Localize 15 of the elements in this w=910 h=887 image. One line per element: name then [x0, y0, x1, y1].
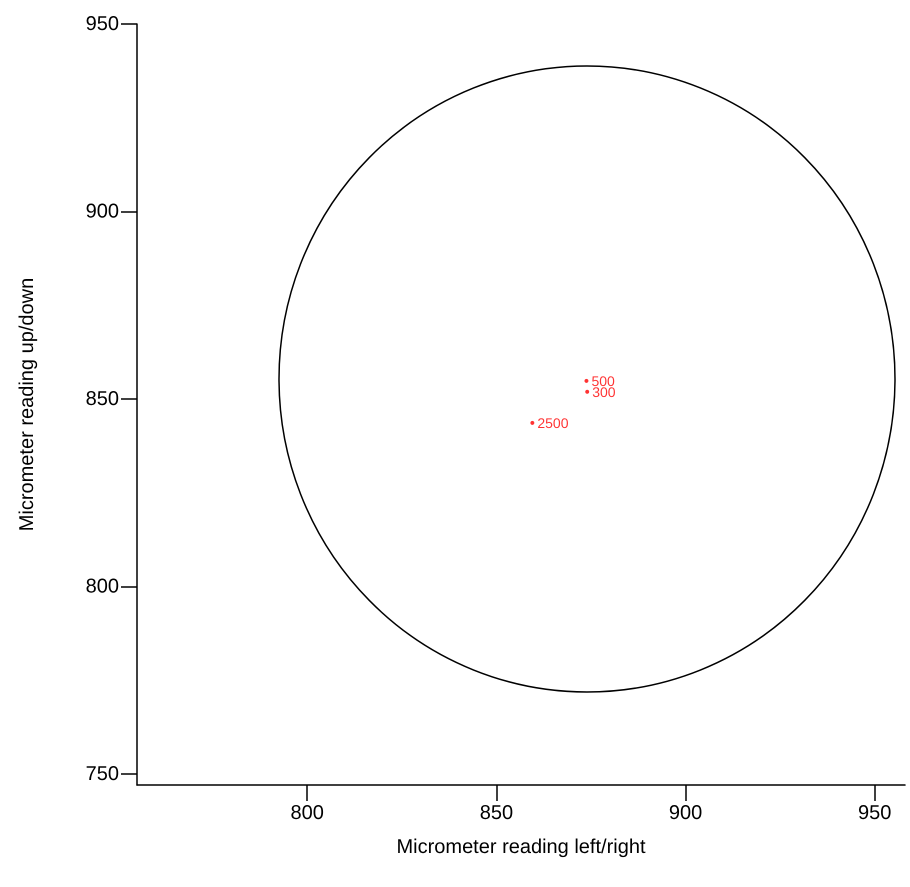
- x-axis-title: Micrometer reading left/right: [396, 836, 646, 858]
- y-tick-label: 800: [86, 575, 119, 598]
- x-tick-label: 900: [668, 802, 702, 824]
- y-axis-title: Micrometer reading up/down: [16, 278, 38, 532]
- y-tick-label: 750: [86, 762, 119, 785]
- point: [530, 420, 534, 425]
- point: [585, 390, 590, 394]
- y-tick-label: 950: [86, 13, 119, 35]
- series-label: 2500: [537, 414, 569, 431]
- y-tick-label: 900: [86, 200, 119, 222]
- x-tick-label: 800: [290, 802, 324, 824]
- x-tick-label: 850: [480, 802, 514, 824]
- point: [584, 378, 588, 383]
- x-tick-label: 950: [858, 802, 892, 824]
- y-tick-label: 850: [86, 388, 119, 410]
